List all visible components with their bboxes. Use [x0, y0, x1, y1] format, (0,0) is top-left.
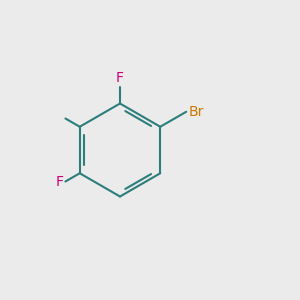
Text: Br: Br	[188, 105, 204, 119]
Text: F: F	[55, 175, 63, 188]
Text: F: F	[116, 71, 124, 85]
